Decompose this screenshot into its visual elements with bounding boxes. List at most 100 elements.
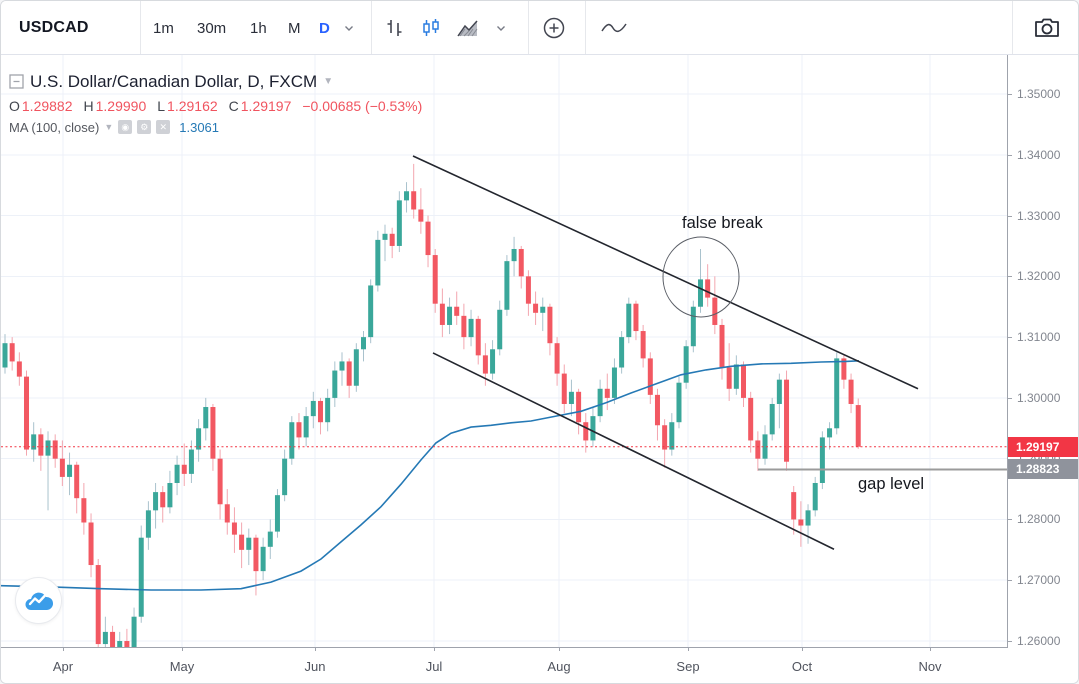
top-toolbar: USDCAD 1m 30m 1h M D xyxy=(1,1,1078,55)
candle-up xyxy=(511,248,517,262)
time-tick-label: May xyxy=(169,659,195,674)
indicator-dropdown-chevron-icon[interactable]: ▼ xyxy=(104,121,114,132)
candle-up xyxy=(267,531,273,547)
candle-up xyxy=(690,306,696,347)
candle-up xyxy=(339,361,345,371)
tradingview-logo[interactable] xyxy=(15,577,62,624)
timeframe-1m-button[interactable]: 1m xyxy=(153,19,174,37)
candle-up xyxy=(138,537,144,617)
candle-down xyxy=(81,498,87,523)
candle-down xyxy=(239,534,245,550)
candle-down xyxy=(791,492,797,520)
indicator-name[interactable]: MA (100, close) xyxy=(9,119,100,135)
candle-down xyxy=(784,379,790,462)
line-tool-icon[interactable] xyxy=(600,1,628,55)
candle-up xyxy=(769,403,775,435)
compare-add-icon[interactable] xyxy=(541,1,567,55)
price-tick-mark xyxy=(1008,580,1012,582)
price-tick-mark xyxy=(1008,519,1012,521)
toolbar-divider xyxy=(140,1,141,54)
candle-up xyxy=(468,318,474,338)
candle-down xyxy=(24,376,30,450)
close-label: C xyxy=(228,98,239,114)
timeframe-1h-button[interactable]: 1h xyxy=(250,19,267,37)
candle-down xyxy=(554,343,560,374)
timeframe-M-button[interactable]: M xyxy=(288,19,301,37)
candle-up xyxy=(274,495,280,532)
candle-down xyxy=(432,255,438,304)
high-label: H xyxy=(83,98,94,114)
candle-down xyxy=(561,373,567,404)
candle-down xyxy=(640,331,646,359)
time-tick-mark xyxy=(63,647,64,651)
candle-down xyxy=(16,361,22,377)
candle-up xyxy=(568,391,574,404)
time-tick-mark xyxy=(688,647,689,651)
candle-up xyxy=(597,388,603,417)
symbol-search-button[interactable]: USDCAD xyxy=(19,19,89,36)
camera-icon[interactable] xyxy=(1032,1,1062,55)
price-axis[interactable]: 1.35000 1.34000 1.33000 1.32000 1.31000 1.300… xyxy=(1007,55,1078,648)
candle-up xyxy=(447,306,453,325)
time-axis[interactable]: Apr May Jun Jul Aug Sep Oct Nov xyxy=(1,647,1078,683)
price-tick-mark xyxy=(1008,641,1012,643)
candle-up xyxy=(325,397,331,423)
price-tick-label: 1.33000 xyxy=(1017,208,1061,223)
candle-down xyxy=(748,397,754,441)
candle-down xyxy=(533,303,539,313)
collapse-legend-icon[interactable] xyxy=(9,74,24,89)
time-tick-label: Sep xyxy=(676,659,700,674)
open-value: 1.29882 xyxy=(21,98,73,114)
indicator-visibility-icon[interactable]: ◉ xyxy=(118,120,133,134)
candle-up xyxy=(590,416,596,441)
candle-up xyxy=(2,343,8,368)
candle-down xyxy=(647,358,653,395)
timeframe-30m-button[interactable]: 30m xyxy=(197,19,227,37)
time-tick-label: Jul xyxy=(425,659,443,674)
indicator-settings-gear-icon[interactable]: ⚙ xyxy=(137,120,152,134)
toolbar-divider xyxy=(1012,1,1013,54)
time-tick-label: Nov xyxy=(918,659,942,674)
false-break-label: false break xyxy=(682,214,763,232)
price-tick-mark xyxy=(1008,337,1012,339)
candle-down xyxy=(848,379,854,404)
low-label: L xyxy=(157,98,166,114)
price-tick-label: 1.30000 xyxy=(1017,390,1061,405)
timeframe-dropdown-chevron-icon[interactable] xyxy=(343,1,355,55)
indicator-remove-icon[interactable]: ✕ xyxy=(156,120,171,134)
false-break-circle xyxy=(662,236,740,318)
candle-up xyxy=(762,434,768,459)
candle-down xyxy=(439,303,445,325)
price-tick-label: 1.35000 xyxy=(1017,87,1061,101)
candlestick-chart-icon[interactable] xyxy=(420,1,442,55)
candle-down xyxy=(346,361,352,386)
title-dropdown-chevron-icon[interactable]: ▼ xyxy=(323,75,334,87)
bar-chart-icon[interactable] xyxy=(384,1,406,55)
candle-up xyxy=(174,464,180,483)
time-tick-mark xyxy=(315,647,316,651)
indicator-row: MA (100, close) ▼ ◉ ⚙ ✕ 1.3061 xyxy=(9,120,422,134)
candle-up xyxy=(353,349,359,386)
area-chart-icon[interactable] xyxy=(456,1,482,55)
ohlc-row: O 1.29882 H 1.29990 L 1.29162 C 1.29197 −0.0… xyxy=(9,99,422,113)
candle-down xyxy=(52,440,58,459)
candle-up xyxy=(669,422,675,450)
candle-down xyxy=(482,355,488,374)
timeframe-D-button[interactable]: D xyxy=(319,19,330,37)
candle-up xyxy=(67,464,73,477)
candle-down xyxy=(547,306,553,344)
candle-up xyxy=(396,200,402,246)
chart-title[interactable]: U.S. Dollar/Canadian Dollar, D, FXCM xyxy=(30,72,318,91)
last-price-badge: 1.29197 xyxy=(1008,436,1078,457)
candle-down xyxy=(217,458,223,505)
candle-up xyxy=(303,416,309,438)
candle-up xyxy=(812,482,818,511)
upper-trendline xyxy=(412,155,919,390)
candle-down xyxy=(210,407,216,459)
chart-canvas[interactable]: false break gap level xyxy=(1,55,1007,647)
candle-up xyxy=(310,400,316,417)
chart-type-dropdown-chevron-icon[interactable] xyxy=(495,1,507,55)
time-tick-label: Aug xyxy=(547,659,571,674)
candle-up xyxy=(196,428,202,450)
